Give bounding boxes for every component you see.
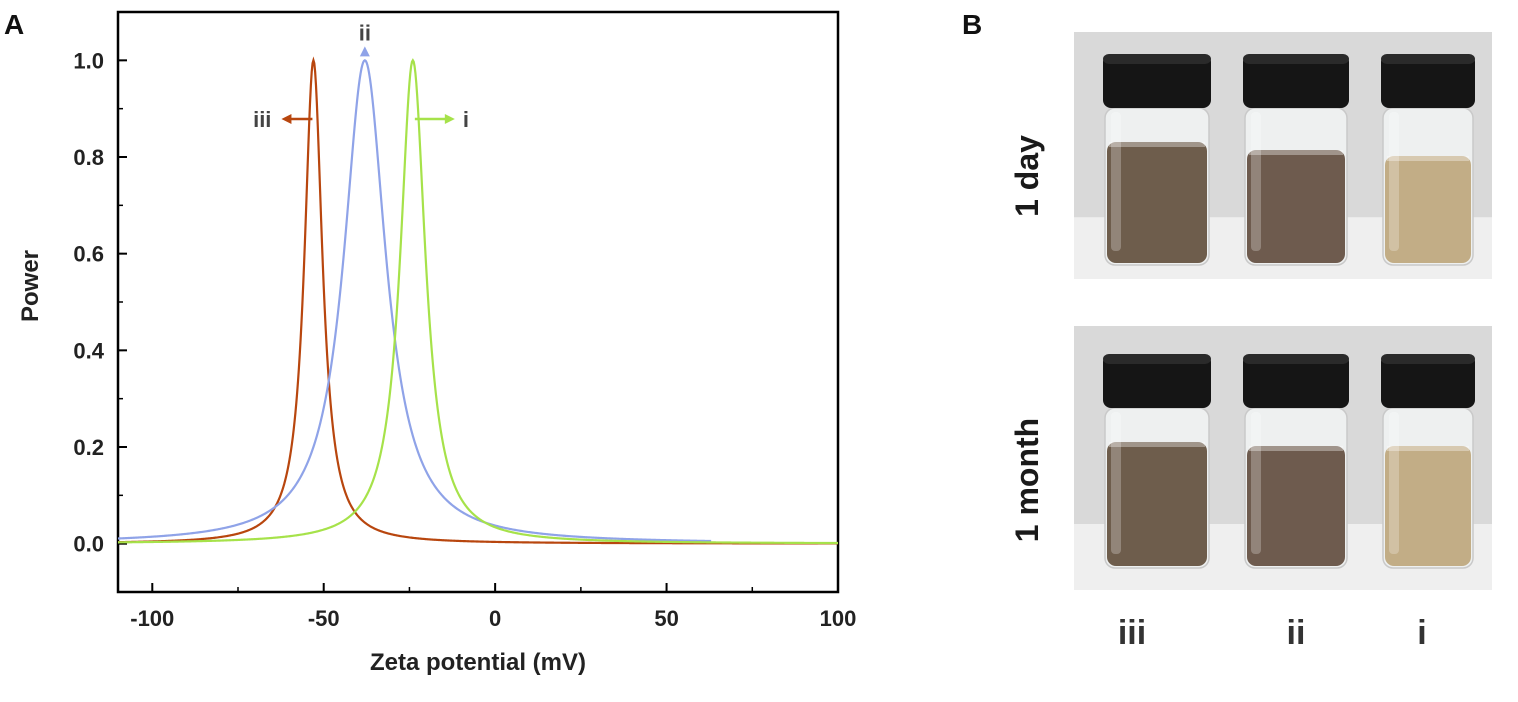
liquid-meniscus [1387, 156, 1469, 161]
vial-highlight [1111, 112, 1121, 251]
vial-highlight [1251, 412, 1261, 554]
x-tick-label: 50 [654, 606, 678, 631]
chart-series [117, 56, 839, 545]
vial-cap [1243, 54, 1349, 108]
series-line-iii [117, 56, 839, 545]
vial-cap-top [1381, 54, 1475, 64]
series-line-ii [117, 59, 712, 543]
y-tick-label: 0.6 [73, 242, 104, 267]
x-tick-label: -50 [308, 606, 340, 631]
sample-label-iii: iii [1118, 614, 1146, 652]
vial-cap-top [1103, 354, 1211, 364]
vial-liquid [1107, 442, 1207, 566]
vial-cap-top [1381, 354, 1475, 364]
photo-1-month [1074, 326, 1492, 590]
vial-photos: 1 day 1 month iii ii i [1009, 32, 1492, 652]
row-label-1-month: 1 month [1009, 418, 1045, 542]
panel-a-label: A [4, 9, 24, 40]
series-label-i: i [463, 107, 469, 132]
vial-cap-top [1243, 354, 1349, 364]
series-label-iii: iii [253, 107, 271, 132]
plot-frame [116, 10, 840, 594]
zeta-potential-chart: 0.00.20.40.60.81.0 -100 -50 0 50 100 iiiiii … [17, 10, 856, 676]
sample-label-ii: ii [1287, 614, 1306, 652]
y-tick-label: 0.8 [73, 145, 104, 170]
vial-highlight [1251, 112, 1261, 251]
vial-liquid [1385, 446, 1471, 566]
y-tick-label: 0.4 [73, 338, 104, 363]
vial-cap-top [1243, 54, 1349, 64]
y-axis-label: Power [17, 250, 44, 322]
series-arrowhead-i [444, 114, 455, 124]
vial-cap [1103, 354, 1211, 408]
x-tick-label: 100 [820, 606, 857, 631]
series-arrowhead-iii [281, 114, 292, 124]
vial-cap [1243, 354, 1349, 408]
vial-liquid [1247, 150, 1345, 263]
vial-highlight [1111, 412, 1121, 554]
photo-1-day [1074, 32, 1492, 279]
liquid-meniscus [1387, 446, 1469, 451]
row-label-1-day: 1 day [1009, 135, 1045, 217]
y-tick-label: 0.0 [73, 532, 104, 557]
x-tick-label: 0 [489, 606, 501, 631]
x-axis-label: Zeta potential (mV) [370, 649, 586, 676]
x-axis-ticks: -100 -50 0 50 100 [130, 583, 856, 631]
vial-liquid [1107, 142, 1207, 263]
vial-highlight [1389, 112, 1399, 251]
liquid-meniscus [1109, 442, 1205, 447]
vial-cap [1381, 354, 1475, 408]
x-tick-label: -100 [130, 606, 174, 631]
vial-cap [1381, 54, 1475, 108]
y-tick-label: 0.2 [73, 435, 104, 460]
liquid-meniscus [1109, 142, 1205, 147]
vial-liquid [1385, 156, 1471, 263]
vial-cap-top [1103, 54, 1211, 64]
series-arrowhead-ii [359, 46, 370, 57]
series-line-i [117, 58, 838, 545]
liquid-meniscus [1249, 446, 1343, 451]
y-tick-label: 1.0 [73, 48, 104, 73]
y-axis-ticks: 0.0 0.2 0.4 0.6 0.8 1.0 [73, 11, 127, 593]
series-label-ii: ii [359, 20, 371, 45]
vial-liquid [1247, 446, 1345, 566]
sample-label-i: i [1417, 614, 1426, 652]
panel-b-label: B [962, 9, 982, 40]
vial-highlight [1389, 412, 1399, 554]
liquid-meniscus [1249, 150, 1343, 155]
vial-cap [1103, 54, 1211, 108]
